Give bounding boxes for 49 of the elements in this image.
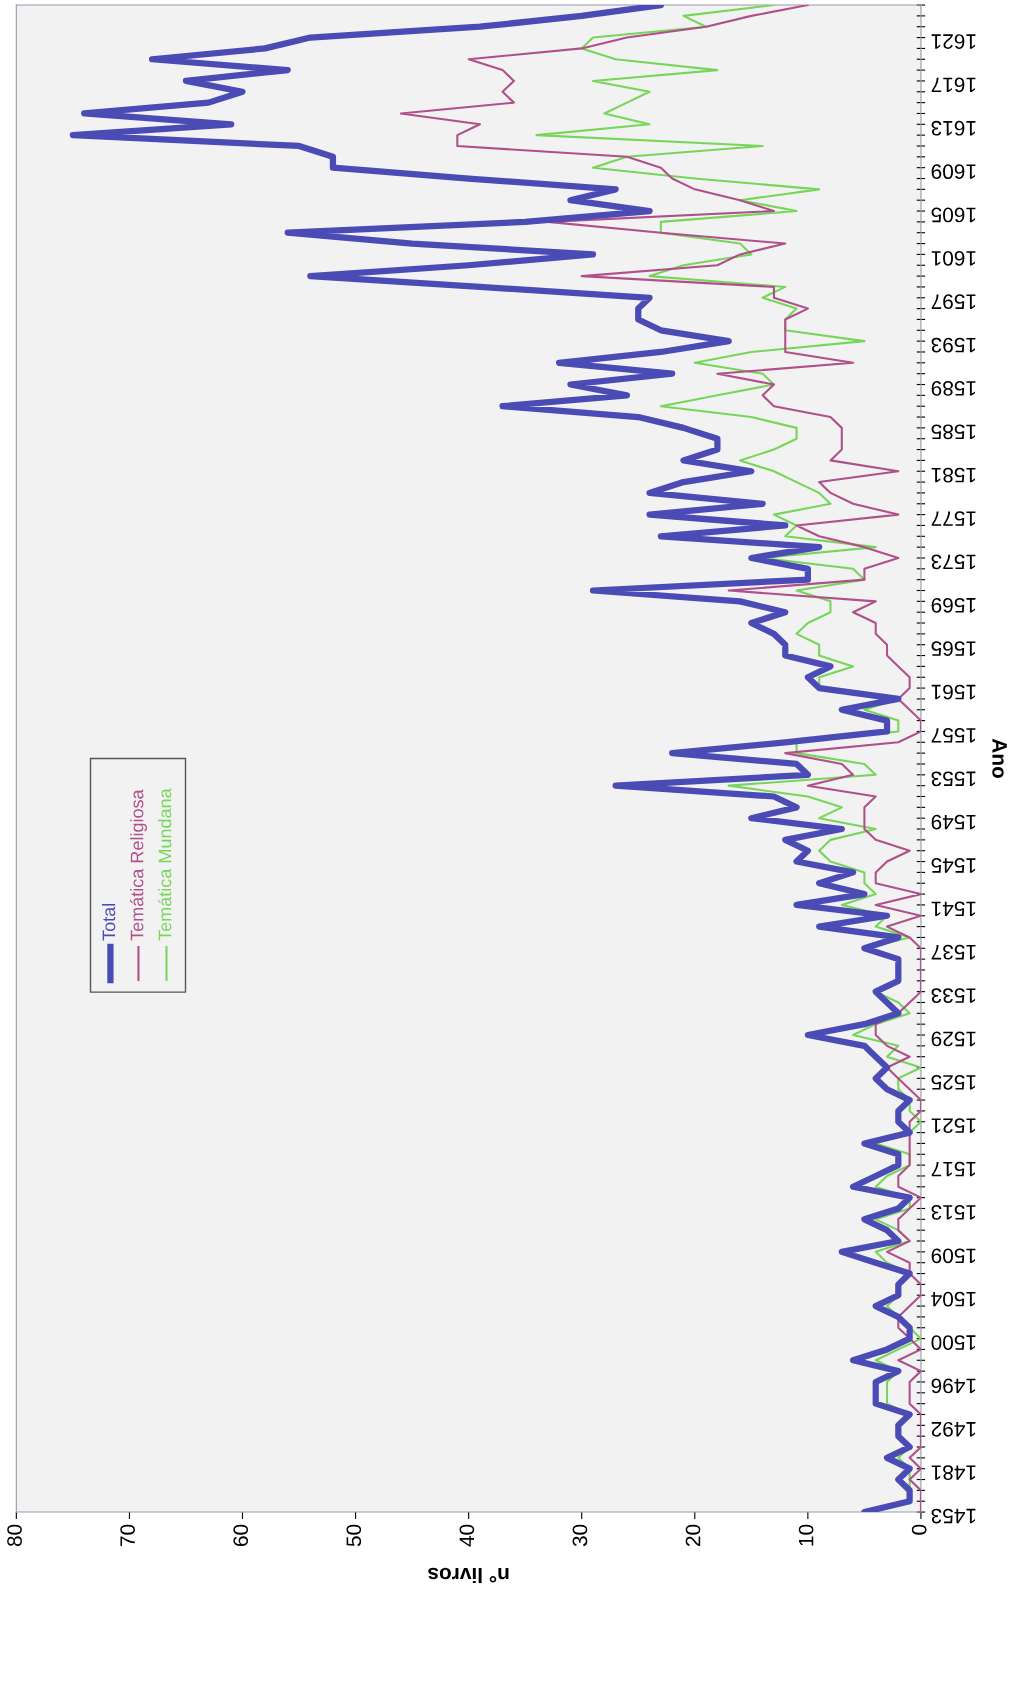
y-tick-label: 1509 bbox=[931, 1248, 976, 1264]
y-tick-label: 1500 bbox=[931, 1335, 976, 1350]
text: Temática Religiosa bbox=[129, 789, 147, 941]
y-tick-label: 1621 bbox=[931, 34, 976, 49]
y-axis-title: Ano bbox=[992, 738, 1007, 778]
y-tick-label: 1605 bbox=[931, 207, 976, 223]
y-tick-label: 1541 bbox=[931, 901, 976, 917]
y-tick-label: 1617 bbox=[931, 77, 976, 93]
y-tick-label: 1481 bbox=[931, 1465, 976, 1481]
y-tick-label: 1549 bbox=[931, 814, 976, 830]
x-tick-label: 50 bbox=[346, 1524, 362, 1547]
x-tick-label: 60 bbox=[233, 1524, 249, 1546]
y-tick-label: 1589 bbox=[931, 381, 976, 396]
x-tick-label: 0 bbox=[911, 1524, 927, 1535]
y-tick-label: 1577 bbox=[931, 511, 976, 526]
x-tick-label: 40 bbox=[459, 1524, 475, 1547]
y-tick-label: 1557 bbox=[931, 728, 976, 743]
y-tick-label: 1517 bbox=[931, 1161, 976, 1177]
y-tick-label: 1513 bbox=[931, 1205, 976, 1220]
y-tick-label: 1585 bbox=[931, 424, 976, 440]
y-tick-label: 1521 bbox=[931, 1118, 976, 1134]
y-tick-label: 1533 bbox=[931, 988, 976, 1003]
y-tick-label: 1609 bbox=[931, 164, 976, 179]
y-tick-label: 1561 bbox=[931, 684, 976, 700]
x-tick-label: 10 bbox=[798, 1524, 814, 1546]
x-tick-label: 80 bbox=[7, 1524, 22, 1547]
y-tick-label: 1569 bbox=[931, 597, 976, 613]
y-tick-label: 1565 bbox=[931, 641, 976, 657]
y-tick-label: 1453 bbox=[931, 1508, 976, 1524]
y-tick-label: 1553 bbox=[931, 771, 976, 787]
x-tick-label: 70 bbox=[120, 1524, 135, 1546]
y-tick-label: 1529 bbox=[931, 1031, 976, 1047]
x-tick-label: 30 bbox=[572, 1524, 588, 1547]
x-tick-label: 20 bbox=[685, 1524, 701, 1546]
y-tick-label: 1537 bbox=[931, 944, 976, 960]
y-tick-label: 1504 bbox=[931, 1291, 976, 1307]
y-tick-label: 1597 bbox=[931, 294, 976, 310]
text: Total bbox=[102, 903, 116, 941]
y-tick-label: 1581 bbox=[931, 467, 976, 483]
y-tick-label: 1525 bbox=[931, 1074, 976, 1090]
y-tick-label: 1492 bbox=[931, 1421, 976, 1437]
y-tick-label: 1613 bbox=[931, 120, 976, 136]
x-axis-title: n° livros bbox=[428, 1567, 509, 1584]
y-tick-label: 1496 bbox=[931, 1378, 976, 1394]
y-tick-label: 1545 bbox=[931, 858, 976, 873]
y-tick-label: 1601 bbox=[931, 250, 976, 266]
y-tick-label: 1573 bbox=[931, 554, 976, 570]
text: Temática Mundana bbox=[157, 788, 172, 941]
y-tick-label: 1593 bbox=[931, 337, 976, 353]
